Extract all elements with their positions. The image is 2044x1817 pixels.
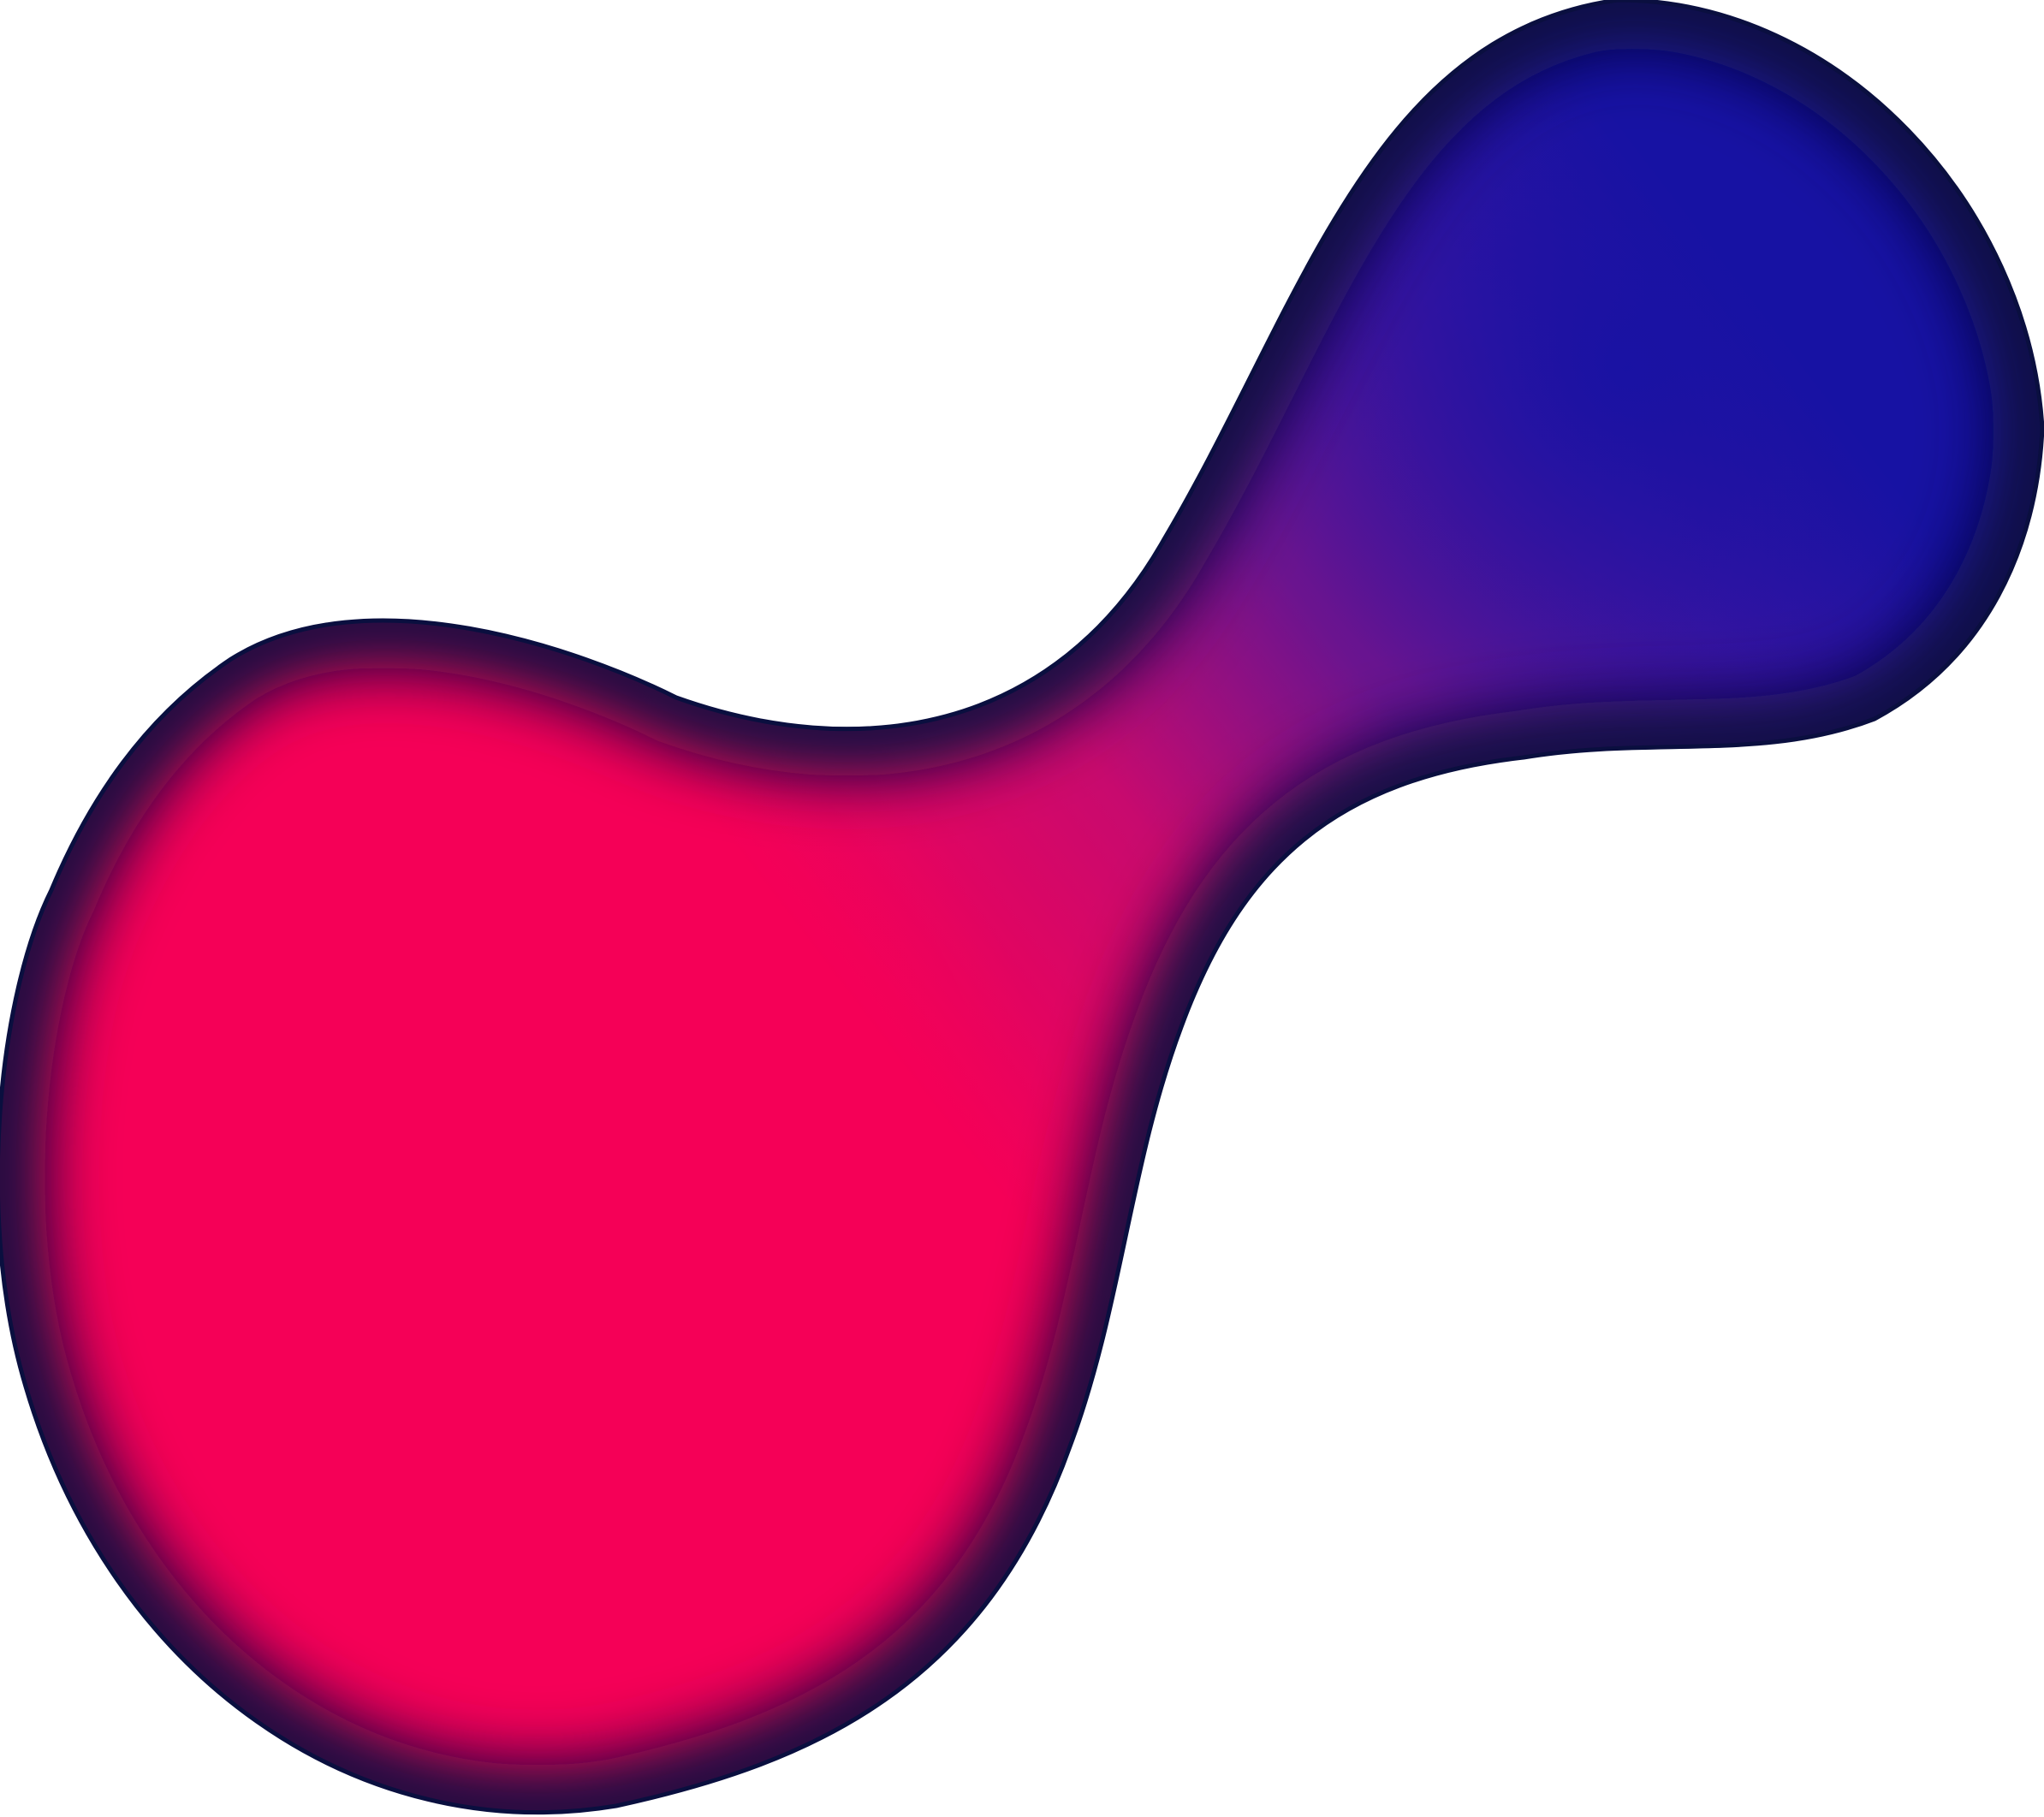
gradient-blob-graphic: [0, 0, 2044, 1815]
blob-outline: [0, 0, 2044, 1815]
